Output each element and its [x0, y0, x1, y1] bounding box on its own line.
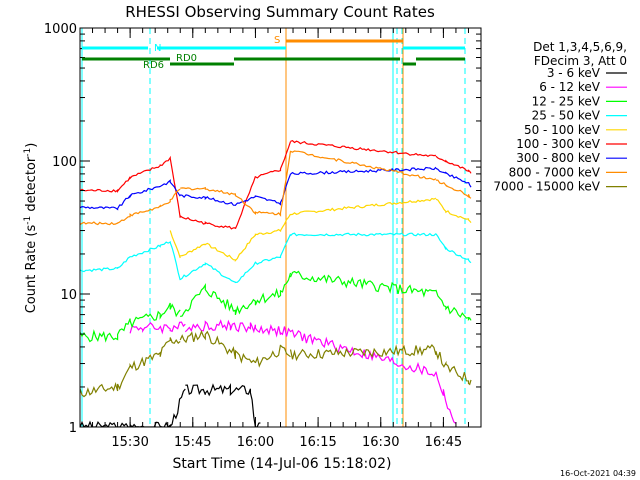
legend-entry-label: 50 - 100 keV [524, 123, 601, 137]
x-tick-label: 15:45 [174, 435, 211, 450]
legend-entry-label: 800 - 7000 keV [509, 165, 601, 179]
flag-bars: N RD0 RD6 S [82, 35, 465, 71]
flag-label: N [154, 43, 161, 54]
legend-entry-label: 300 - 800 keV [516, 151, 600, 165]
legend-header-line-2: FDecim 3, Att 0 [534, 54, 627, 68]
legend-entry-label: 100 - 300 keV [516, 137, 600, 151]
y-tick-label: 1 [69, 421, 77, 436]
legend-entry-label: 6 - 12 keV [539, 80, 601, 94]
x-tick-label: 16:00 [237, 435, 274, 450]
x-tick-label: 15:30 [111, 435, 148, 450]
flag-label: S [274, 35, 280, 46]
legend-entry-label: 25 - 50 keV [532, 109, 601, 123]
timestamp: 16-Oct-2021 04:39 [560, 469, 636, 478]
series-line [80, 329, 472, 398]
legend-entry-label: 3 - 6 keV [547, 66, 601, 80]
y-tick-label: 10 [60, 288, 77, 303]
series-line [129, 319, 457, 425]
series-line [80, 150, 472, 226]
flag-label: RD0 [176, 53, 197, 64]
x-tick-label: 16:15 [299, 435, 336, 450]
series-line [80, 140, 472, 230]
y-tick-label: 1000 [44, 22, 77, 37]
y-axis-label: Count Rate (s-1 detector-1) [23, 143, 39, 314]
flag-label: RD6 [143, 60, 164, 71]
legend-entry-label: 12 - 25 keV [532, 94, 601, 108]
legend: Det 1,3,4,5,6,9, FDecim 3, Att 0 3 - 6 k… [493, 40, 627, 194]
series-line [80, 383, 261, 427]
x-tick-label: 16:45 [425, 435, 462, 450]
axis-ticks: 1 10 100 1000 15:30 15:45 16:00 16:15 16:30 16:45 [44, 22, 481, 450]
series-line [80, 166, 472, 211]
chart-title: RHESSI Observing Summary Count Rates [125, 3, 435, 21]
series-line [80, 232, 472, 284]
x-axis-label: Start Time (14-Jul-06 15:18:02) [172, 456, 391, 472]
series-line [169, 197, 472, 262]
legend-header-line-1: Det 1,3,4,5,6,9, [533, 40, 627, 54]
series-line [80, 270, 472, 343]
legend-entry-label: 7000 - 15000 keV [493, 180, 600, 194]
x-tick-label: 16:30 [362, 435, 399, 450]
y-tick-label: 100 [52, 155, 77, 170]
